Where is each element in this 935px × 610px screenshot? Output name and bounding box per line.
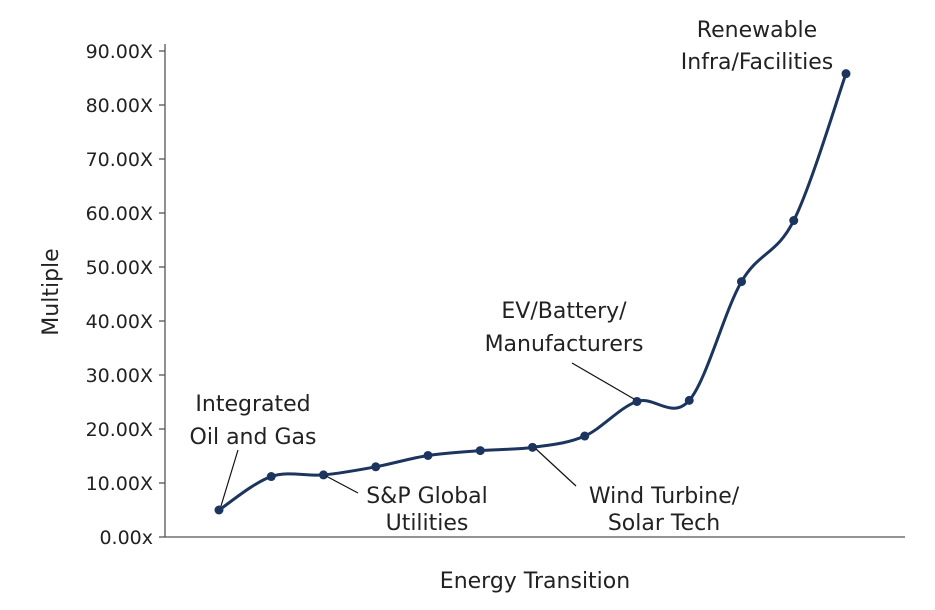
annotation-label-line-1: EV/Battery/ <box>501 299 627 324</box>
annotation-label-line-1: Renewable <box>697 18 817 43</box>
data-point-10 <box>684 395 694 405</box>
annotation-leader <box>325 475 359 494</box>
data-point-11 <box>737 277 746 287</box>
annotation-label-line-1: Wind Turbine/ <box>589 484 740 509</box>
data-point-9 <box>632 396 642 406</box>
annotation-integrated-oil-and-gas: Integrated Oil and Gas <box>190 392 317 507</box>
data-point-4 <box>371 462 381 472</box>
data-point-5 <box>423 450 433 460</box>
y-axis-title: Multiple <box>39 248 64 335</box>
y-tick-label: 60.00X <box>86 203 153 225</box>
annotation-label-line-2: Utilities <box>386 511 469 536</box>
annotation-wind-turbine-solar-tech: Wind Turbine/ Solar Tech <box>535 448 740 536</box>
y-axis-ticks: 0.00x 10.00X 20.00X 30.00X 40.00X 50.00X 60.00… <box>86 41 165 549</box>
x-axis-title: Energy Transition <box>440 569 630 594</box>
data-point-2 <box>266 472 276 482</box>
y-tick-label: 20.00X <box>86 419 153 441</box>
y-tick-label: 50.00X <box>86 257 153 279</box>
annotation-renewable-infra-facilities: Renewable Infra/Facilities <box>681 18 833 75</box>
y-tick-label: 0.00x <box>99 527 153 549</box>
data-points <box>214 69 851 515</box>
data-point-7 <box>528 442 537 452</box>
data-point-1 <box>214 505 224 515</box>
data-point-8 <box>580 431 590 441</box>
y-tick-label: 10.00X <box>86 473 153 495</box>
annotation-label-line-2: Oil and Gas <box>190 425 317 450</box>
annotation-leader <box>220 449 239 507</box>
annotation-leader <box>571 362 635 400</box>
data-point-13 <box>841 69 851 79</box>
y-tick-label: 70.00X <box>86 149 153 171</box>
annotation-ev-battery-manufacturers: EV/Battery/ Manufacturers <box>485 299 644 400</box>
y-tick-label: 80.00X <box>86 95 153 117</box>
data-point-12 <box>789 216 799 226</box>
data-point-3 <box>319 470 328 480</box>
annotation-label-line-2: Solar Tech <box>608 511 720 536</box>
annotation-label-line-1: Integrated <box>195 392 310 417</box>
annotation-leader <box>535 448 577 487</box>
y-tick-label: 30.00X <box>86 365 153 387</box>
data-point-6 <box>475 446 485 456</box>
y-tick-label: 40.00X <box>86 311 153 333</box>
annotation-sp-global-utilities: S&P Global Utilities <box>325 475 488 536</box>
annotation-label-line-2: Manufacturers <box>485 332 644 357</box>
annotation-label-line-1: S&P Global <box>366 484 488 509</box>
y-tick-label: 90.00X <box>86 41 153 63</box>
annotation-label-line-2: Infra/Facilities <box>681 50 833 75</box>
series-line <box>217 72 848 512</box>
